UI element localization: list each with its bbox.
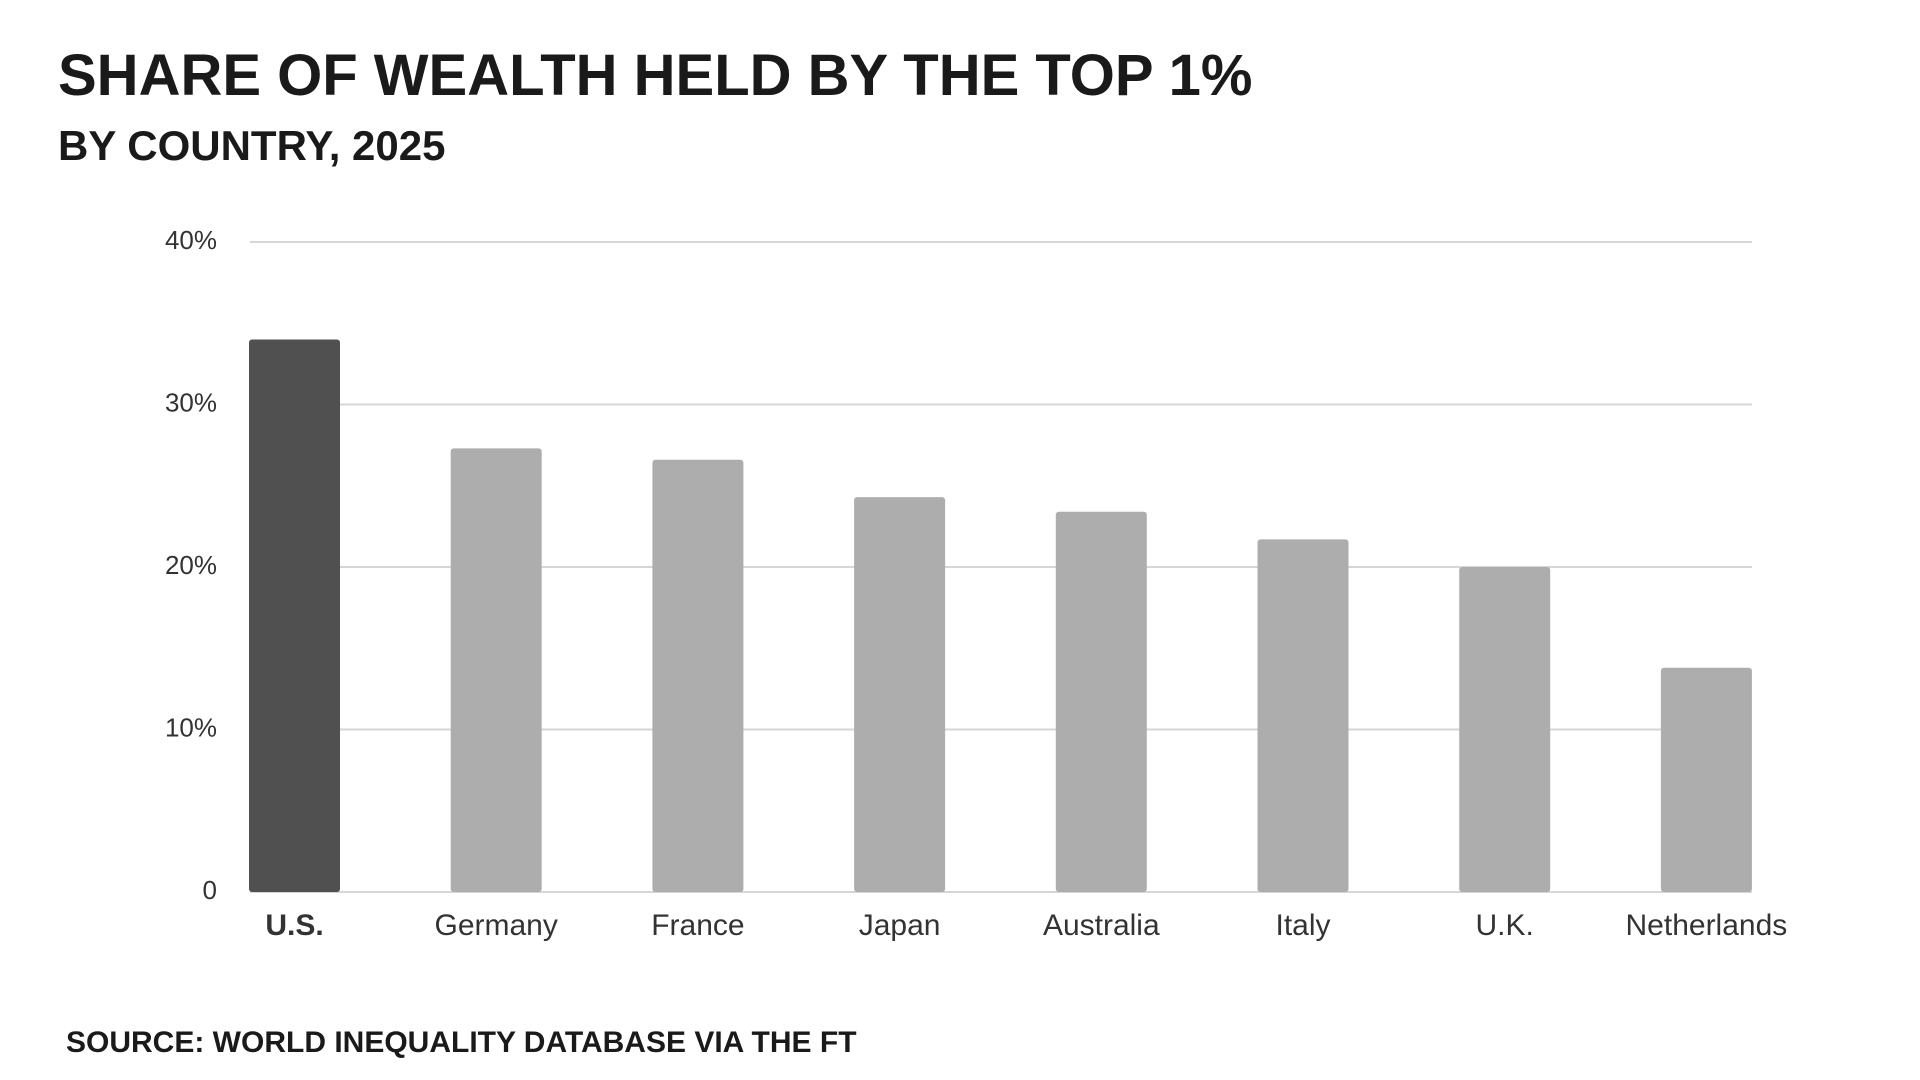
x-tick-label: Australia bbox=[1043, 909, 1160, 942]
x-tick-label: Italy bbox=[1275, 909, 1330, 942]
bar bbox=[854, 497, 946, 892]
bar bbox=[652, 459, 744, 892]
bar bbox=[1055, 511, 1147, 892]
x-tick-label: U.S. bbox=[265, 909, 323, 942]
x-tick-label: U.K. bbox=[1476, 909, 1534, 942]
bar bbox=[249, 339, 340, 892]
chart-subtitle: BY COUNTRY, 2025 bbox=[58, 122, 445, 169]
source-note: SOURCE: WORLD INEQUALITY DATABASE VIA TH… bbox=[66, 1026, 857, 1059]
y-tick-label: 40% bbox=[165, 225, 217, 255]
y-tick-label: 30% bbox=[165, 387, 217, 417]
y-tick-label: 0 bbox=[203, 875, 217, 905]
y-tick-label: 10% bbox=[165, 712, 217, 742]
bar bbox=[1660, 667, 1752, 892]
bar bbox=[1257, 539, 1349, 892]
x-tick-label: Netherlands bbox=[1626, 909, 1788, 942]
x-tick-label: Germany bbox=[435, 909, 558, 942]
chart-title: SHARE OF WEALTH HELD BY THE TOP 1% bbox=[58, 43, 1253, 108]
y-tick-label: 20% bbox=[165, 550, 217, 580]
x-tick-label: France bbox=[651, 909, 744, 942]
bar bbox=[1459, 567, 1551, 892]
bar bbox=[450, 448, 542, 892]
x-tick-label: Japan bbox=[859, 909, 941, 942]
